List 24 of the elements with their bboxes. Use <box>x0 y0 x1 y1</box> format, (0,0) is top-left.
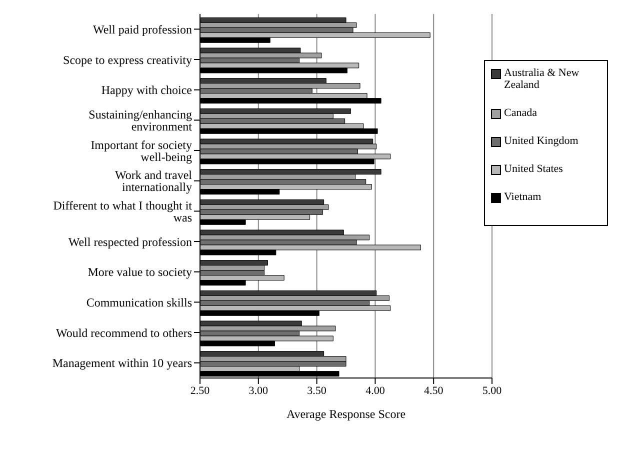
x-tick-label: 4.00 <box>366 384 386 397</box>
x-tick-label: 5.00 <box>482 384 502 397</box>
y-tick-label: Work and travel internationally <box>114 168 193 194</box>
legend-label: Vietnam <box>504 191 542 203</box>
y-tick-label: Happy with choice <box>101 83 192 98</box>
y-tick-label: More value to society <box>88 265 192 280</box>
x-tick-label: 4.50 <box>424 384 444 397</box>
y-tick-label: Management within 10 years <box>52 356 192 370</box>
y-tick-label: Sustaining/enhancing environment <box>88 107 193 134</box>
y-tick-label: Communication skills <box>86 295 192 310</box>
y-tick-label: Would recommend to others <box>56 326 192 340</box>
x-axis-title: Average Response Score <box>286 407 406 421</box>
legend-label: Australia & New Zealand <box>504 67 580 91</box>
y-tick-label: Important for society well-being <box>90 138 192 164</box>
legend-label: United States <box>504 163 563 175</box>
y-tick-label: Well respected profession <box>68 234 192 249</box>
x-tick-label: 3.50 <box>307 384 327 397</box>
x-tick-label: 2.50 <box>190 384 210 397</box>
y-tick-label: Different to what I thought it was <box>53 198 193 224</box>
x-tick-label: 3.00 <box>248 384 269 397</box>
legend-label: Canada <box>504 107 537 119</box>
y-tick-label: Scope to express creativity <box>63 52 192 67</box>
legend-label: United Kingdom <box>504 135 578 147</box>
y-tick-label: Well paid profession <box>92 22 192 36</box>
